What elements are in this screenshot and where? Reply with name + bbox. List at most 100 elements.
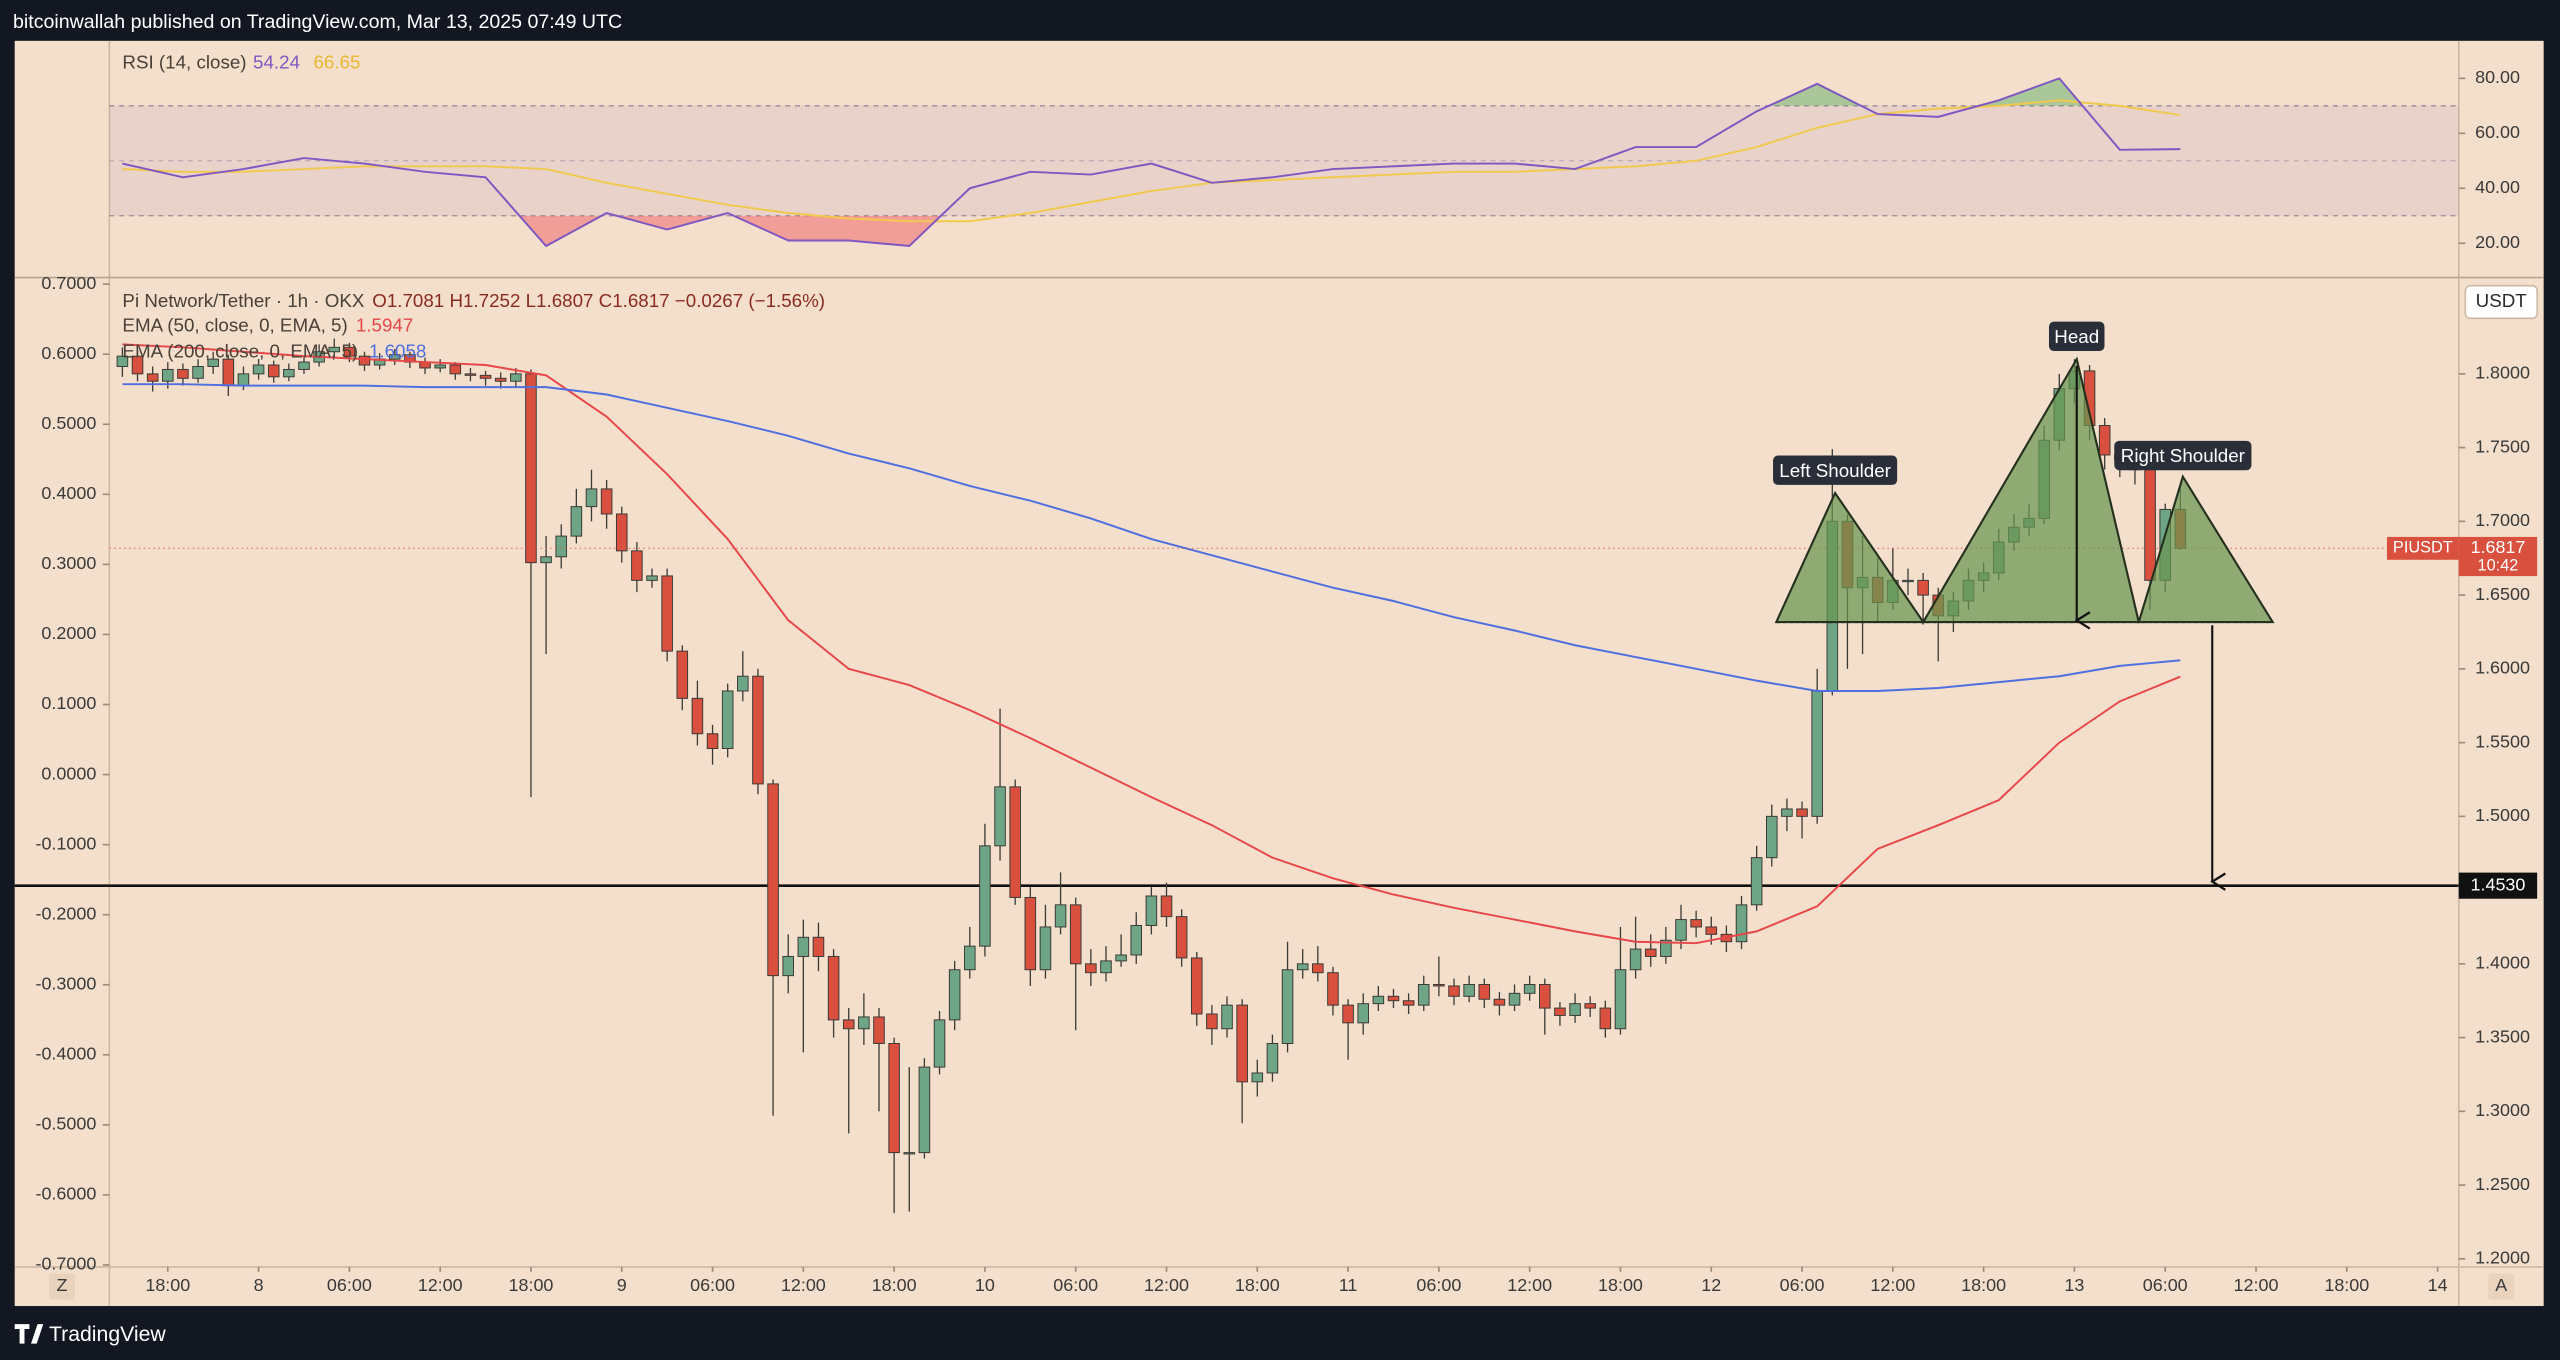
candle-body — [1463, 983, 1475, 997]
x-tick-label: 12:00 — [418, 1275, 463, 1295]
axis-button[interactable] — [2488, 1273, 2515, 1300]
candle-body — [1100, 960, 1112, 974]
candle-body — [1584, 1003, 1596, 1009]
ema-line — [122, 343, 2181, 945]
candle-body — [1039, 926, 1052, 971]
x-tick-label: 06:00 — [690, 1275, 735, 1295]
candle-body — [358, 355, 371, 366]
oversold-fill — [519, 215, 941, 247]
candle-body — [1644, 948, 1657, 957]
candle-body — [994, 786, 1006, 847]
x-tick-label: 06:00 — [327, 1275, 372, 1295]
candle-body — [252, 364, 265, 375]
y2-tick-label: -0.2000 — [35, 903, 96, 923]
ema-value: 1.6058 — [369, 341, 426, 362]
candle-body — [585, 488, 598, 508]
symbol-title: Pi Network/Tether · 1h · OKX — [122, 290, 364, 311]
y-tick-label: 20.00 — [2475, 232, 2520, 252]
candle-body — [827, 955, 840, 1021]
candle-body — [2144, 469, 2156, 581]
candle-body — [1523, 983, 1536, 994]
axis-button-label: A — [2495, 1275, 2507, 1295]
candle-body — [479, 374, 492, 379]
y-tick-label: 1.2500 — [2475, 1174, 2530, 1194]
candle-body — [1221, 1004, 1233, 1030]
pattern-label: Head — [2054, 326, 2099, 347]
rsi-pane — [109, 77, 2459, 248]
candle-body — [918, 1066, 931, 1154]
candle-body — [1765, 815, 1778, 859]
candle-body — [1175, 916, 1188, 959]
candle-body — [661, 575, 673, 652]
symbol-tag-label: PIUSDT — [2393, 539, 2453, 557]
x-tick-label: 06:00 — [1780, 1275, 1825, 1295]
currency-label: USDT — [2476, 290, 2528, 311]
x-tick-label: 18:00 — [145, 1275, 190, 1295]
axis-button[interactable] — [48, 1273, 76, 1300]
candle-body — [1024, 896, 1037, 971]
currency-box[interactable] — [2464, 284, 2538, 320]
ema-legend: EMA (50, close, 0, EMA, 5) — [122, 314, 347, 335]
candle-body — [1508, 992, 1521, 1006]
price-tag-label: 1.6817 — [2471, 537, 2526, 557]
candle-body — [283, 368, 295, 378]
y-tick-label: 1.7500 — [2475, 436, 2530, 456]
y-tick-label: 60.00 — [2475, 122, 2520, 142]
y2-tick-label: -0.6000 — [35, 1184, 96, 1204]
candle-body — [1054, 904, 1067, 928]
candle-body — [1735, 904, 1748, 943]
candle-body — [464, 373, 477, 376]
candle-body — [842, 1019, 855, 1030]
rsi-ma-value: 66.65 — [313, 52, 360, 73]
y2-tick-label: 0.5000 — [41, 413, 96, 433]
candle-body — [858, 1016, 870, 1030]
candle-body — [1796, 808, 1808, 817]
candle-body — [1387, 995, 1400, 1002]
candle-body — [267, 364, 280, 378]
candle-body — [1493, 998, 1506, 1006]
candle-body — [706, 733, 719, 749]
rsi-value: 54.24 — [253, 52, 300, 73]
candle-body — [388, 354, 401, 360]
price-tag — [2458, 872, 2538, 899]
x-tick-label: 12:00 — [1870, 1275, 1915, 1295]
candle-body — [1357, 1003, 1370, 1024]
y-tick-label: 1.5000 — [2475, 805, 2530, 825]
candle-body — [1690, 919, 1702, 928]
x-tick-label: 06:00 — [1053, 1275, 1098, 1295]
pattern-label: Right Shoulder — [2121, 445, 2245, 466]
y2-tick-label: 0.0000 — [41, 763, 96, 783]
candle-body — [222, 358, 235, 387]
chart-frame — [14, 40, 2544, 1307]
candle-body — [1236, 1004, 1248, 1083]
pattern-label: Left Shoulder — [1779, 460, 1891, 481]
candle-body — [1660, 939, 1672, 957]
candle-body — [964, 945, 976, 971]
candle-body — [449, 364, 462, 375]
candle-body — [131, 355, 144, 375]
candle-body — [1145, 895, 1158, 926]
ema-value: 1.5947 — [356, 314, 413, 335]
y2-tick-label: -0.7000 — [35, 1254, 96, 1274]
candle-body — [797, 936, 810, 957]
y-tick-label: 1.6500 — [2475, 584, 2530, 604]
candle-body — [1448, 985, 1460, 997]
x-tick-label: 12:00 — [2234, 1275, 2279, 1295]
candle-body — [631, 550, 643, 581]
rsi-line — [122, 77, 2181, 248]
rsi-title: RSI (14, close) — [122, 52, 246, 73]
y-tick-label: 1.6000 — [2475, 658, 2530, 678]
candle-body — [540, 556, 552, 564]
candle-body — [116, 355, 129, 367]
candle-body — [812, 936, 825, 957]
candle-body — [510, 373, 522, 382]
ohlc-legend: O1.7081 H1.7252 L1.6807 C1.6817 −0.0267 … — [372, 290, 825, 311]
y2-tick-label: 0.4000 — [41, 483, 96, 503]
x-tick-label: 06:00 — [1416, 1275, 1461, 1295]
y-tick-label: 1.3000 — [2475, 1100, 2530, 1120]
candle-body — [1206, 1013, 1218, 1030]
y-tick-label: 1.7000 — [2475, 510, 2530, 530]
y2-tick-label: -0.4000 — [35, 1044, 96, 1064]
candle-body — [1296, 963, 1309, 971]
